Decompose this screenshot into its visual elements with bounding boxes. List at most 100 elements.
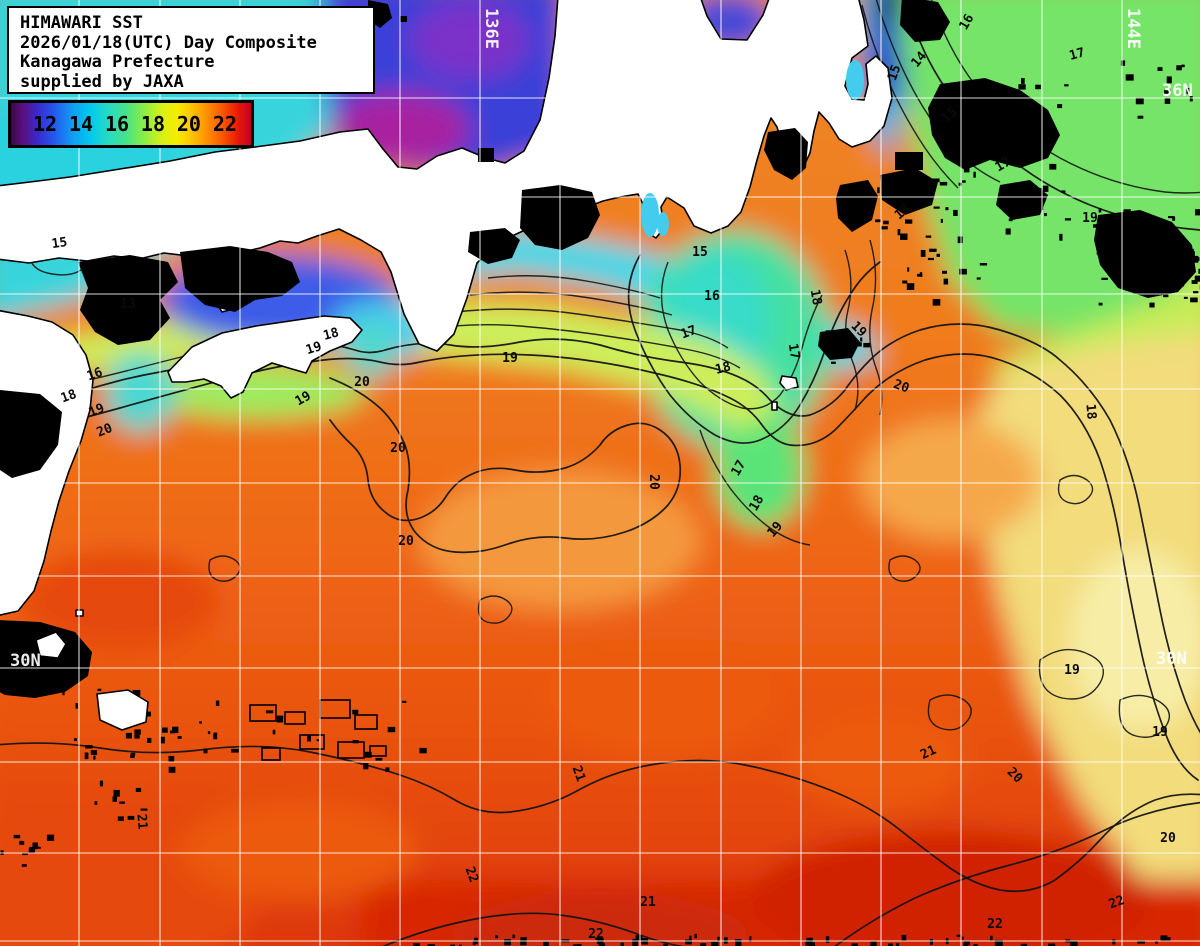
cloud-speckle (1021, 78, 1025, 84)
contour-value-label: 18 (807, 288, 825, 306)
cloud-speckle (276, 715, 284, 723)
cloud-speckle (1098, 208, 1102, 213)
cloud-speckle (112, 796, 117, 802)
cloud-speckle (1198, 268, 1200, 274)
cloud-speckle (1163, 293, 1169, 298)
cloud-speckle (943, 278, 949, 285)
cloud-speckle (954, 113, 958, 119)
cloud-speckle (1070, 941, 1078, 946)
cloud-speckle (942, 270, 947, 274)
cloud-speckle (1137, 940, 1145, 944)
cloud-speckle (1093, 224, 1097, 228)
cloud-speckle (1064, 218, 1071, 221)
cloud-speckle (945, 207, 949, 211)
cloud-speckle (1018, 84, 1026, 90)
cloud-speckle (738, 940, 741, 945)
cloud-speckle (956, 934, 961, 937)
cloud-speckle (1195, 209, 1200, 216)
cloud-speckle (1005, 228, 1011, 235)
cloud-speckle (981, 138, 988, 145)
cloud-speckle (21, 864, 27, 867)
cloud-speckle (929, 248, 937, 252)
cloud-speckle (694, 934, 697, 939)
contour-value-label: 17 (993, 155, 1014, 176)
cloud-speckle (1018, 133, 1023, 137)
contour-value-label: 18 (322, 325, 341, 344)
cloud-speckle (635, 935, 643, 941)
cloud-speckle (75, 703, 78, 709)
cloud-speckle (512, 934, 515, 939)
contour-value-label: 20 (891, 377, 911, 397)
cloud-speckle (1122, 284, 1130, 289)
cloud-speckle (1004, 186, 1010, 190)
cloud-speckle (147, 737, 152, 743)
cloud-speckle (90, 750, 98, 755)
cloud-speckle (1164, 89, 1171, 95)
cloud-speckle (1155, 940, 1158, 944)
cloud-speckle (749, 936, 752, 942)
cloud-speckle (685, 939, 692, 945)
cloud-speckle (917, 273, 923, 277)
cloud-speckle (1154, 258, 1157, 262)
colorbar-tick: 22 (212, 112, 237, 136)
contour-value-label: 19 (87, 401, 107, 421)
cloud-speckle (1180, 260, 1186, 263)
cloud-speckle (1168, 216, 1174, 219)
mikawa-bay (657, 212, 669, 236)
small-island (771, 401, 778, 411)
cloud-speckle (1159, 274, 1167, 278)
cloud-speckle (848, 347, 851, 355)
cloud-speckle (459, 944, 462, 946)
cloud-speckle (207, 731, 211, 735)
cloud-speckle (84, 752, 89, 760)
cloud-speckle (1057, 104, 1063, 109)
cloud-speckle (995, 138, 1000, 141)
cloud-speckle (85, 745, 93, 749)
cloud-speckle (1011, 207, 1016, 213)
cloud-speckle (352, 709, 359, 715)
cloud-speckle (907, 267, 910, 272)
cloud-speckle (1008, 218, 1013, 222)
cloud-speckle (1005, 187, 1008, 191)
title-credit: supplied by JAXA (20, 71, 184, 92)
cloud-speckle (1064, 84, 1069, 87)
cloud-speckle (29, 846, 36, 852)
contour-value-label: 16 (704, 289, 720, 304)
cloud-speckle (932, 299, 941, 306)
cloud-speckle (130, 752, 136, 756)
cloud-speckle (920, 250, 926, 257)
cloud-speckle (880, 226, 888, 230)
contour-value-label: 16 (85, 365, 105, 385)
cloud-speckle (1016, 121, 1020, 128)
cloud-speckle (620, 942, 624, 946)
cloud-speckle (1186, 88, 1190, 94)
contour-value-label: 13 (120, 297, 136, 312)
cloud-speckle (1097, 240, 1101, 245)
cloud-speckle (504, 939, 511, 946)
graticule-label-layer: 136E 144E 36N 30N 30N (10, 8, 1193, 671)
cloud-speckle (906, 283, 915, 290)
contour-value-label: 15 (885, 63, 904, 83)
cloud-speckle (213, 732, 218, 740)
cloud-speckle (1189, 248, 1194, 256)
cloud-speckle (125, 732, 132, 739)
cloud-speckle (905, 219, 913, 224)
tokyo-bay (846, 60, 864, 100)
contour-value-label: 20 (646, 474, 661, 490)
cloud-speckle (962, 180, 966, 183)
cloud-speckle (162, 727, 168, 733)
cloud-speckle (895, 943, 900, 946)
cloud-speckle (958, 182, 962, 186)
colorbar-gradient (11, 103, 251, 145)
contour-value-label: 21 (569, 764, 589, 784)
cloud-speckle (1037, 188, 1043, 191)
cloud-speckle (130, 754, 135, 758)
cloud-speckle (1035, 84, 1041, 90)
colorbar-tick: 18 (140, 112, 165, 136)
contour-value-label: 19 (1082, 211, 1098, 226)
cloud-speckle (62, 691, 65, 696)
cloud-speckle (168, 766, 176, 773)
cloud-speckle (450, 944, 455, 946)
cloud-speckle (711, 941, 719, 946)
